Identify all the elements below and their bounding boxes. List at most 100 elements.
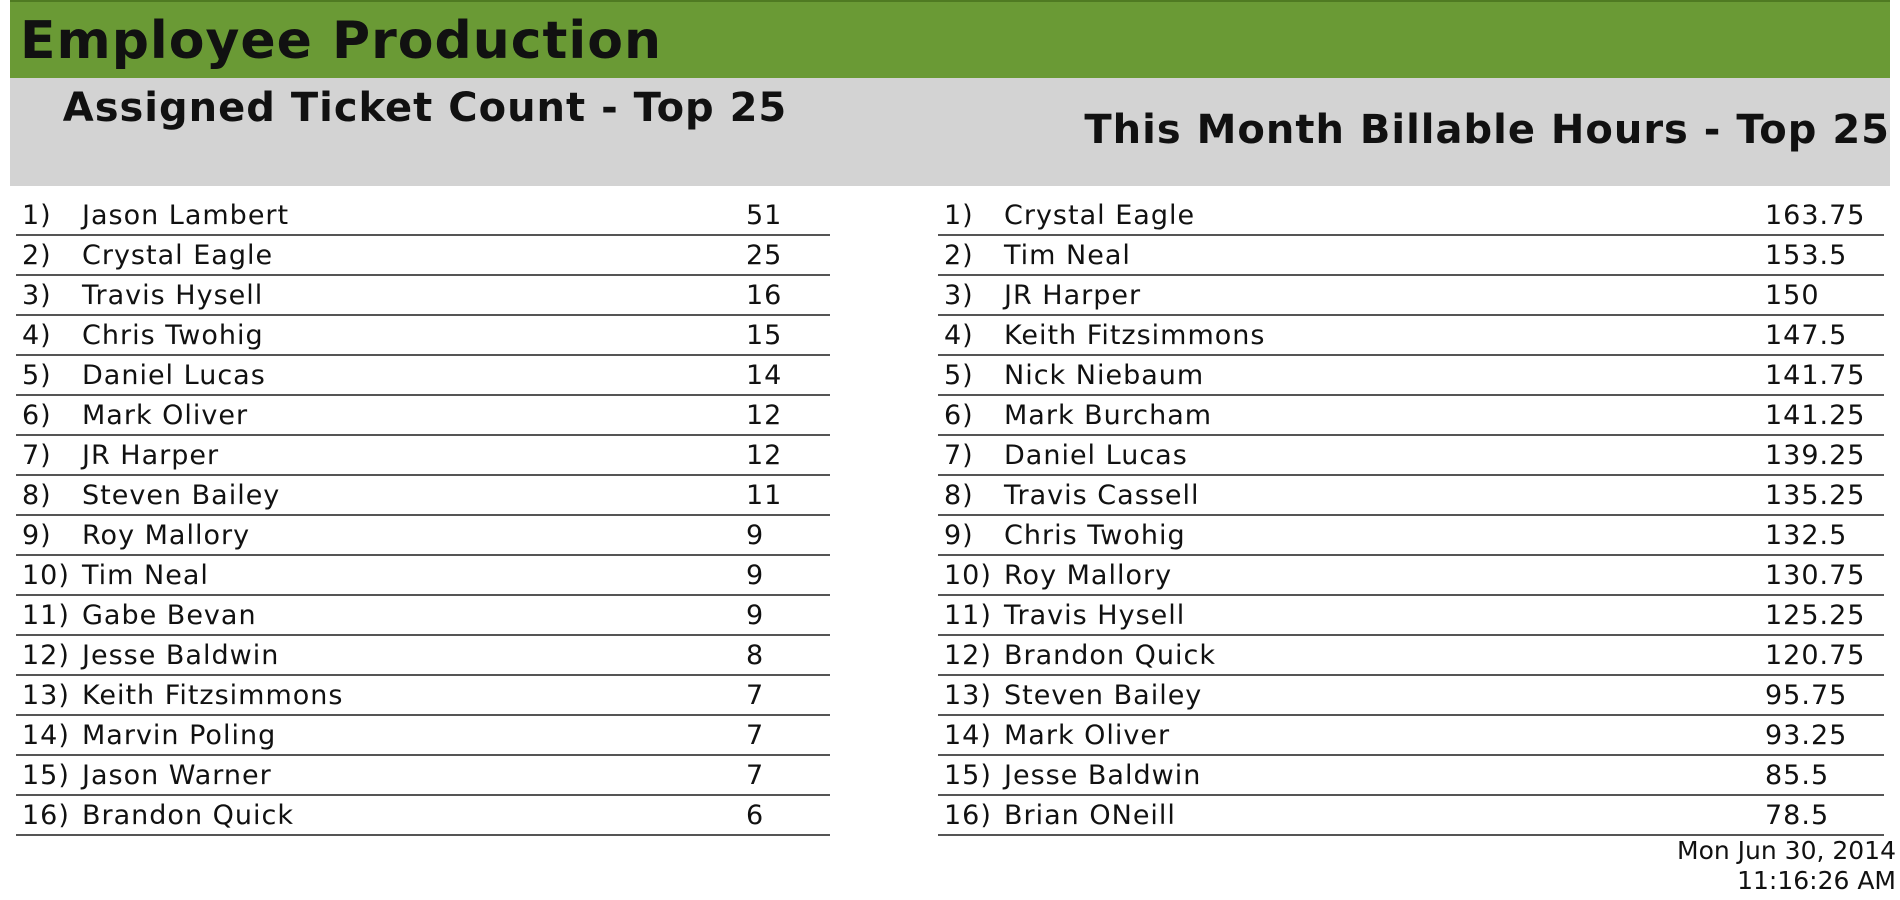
row-value: 9: [746, 600, 765, 631]
row-value: 150: [1765, 280, 1820, 311]
rank-label: 12): [944, 640, 992, 671]
ticket-count-row: 9) Roy Mallory 9: [16, 516, 830, 556]
billable-hours-row: 10) Roy Mallory 130.75: [938, 556, 1884, 596]
employee-name: Travis Hysell: [82, 280, 264, 311]
rank-label: 11): [944, 600, 992, 631]
rank-label: 1): [22, 200, 52, 231]
employee-name: Crystal Eagle: [1004, 200, 1196, 231]
page-title: Employee Production: [20, 11, 662, 71]
rank-label: 15): [22, 760, 70, 791]
row-value: 11: [746, 480, 783, 511]
employee-name: Keith Fitzsimmons: [82, 680, 344, 711]
ticket-count-row: 2) Crystal Eagle 25: [16, 236, 830, 276]
row-value: 85.5: [1765, 760, 1830, 791]
billable-hours-row: 11) Travis Hysell 125.25: [938, 596, 1884, 636]
employee-name: Jason Lambert: [82, 200, 290, 231]
ticket-count-row: 3) Travis Hysell 16: [16, 276, 830, 316]
employee-name: JR Harper: [1004, 280, 1142, 311]
row-value: 135.25: [1765, 480, 1866, 511]
employee-name: JR Harper: [82, 440, 220, 471]
rank-label: 5): [944, 360, 974, 391]
billable-hours-row: 15) Jesse Baldwin 85.5: [938, 756, 1884, 796]
employee-name: Jesse Baldwin: [1004, 760, 1202, 791]
row-value: 9: [746, 560, 765, 591]
row-value: 6: [746, 800, 765, 831]
employee-name: Tim Neal: [1004, 240, 1131, 271]
rank-label: 6): [22, 400, 52, 431]
header-band: Assigned Ticket Count - Top 25 This Mont…: [10, 78, 1890, 186]
row-value: 130.75: [1765, 560, 1866, 591]
employee-name: Daniel Lucas: [82, 360, 266, 391]
billable-hours-row: 3) JR Harper 150: [938, 276, 1884, 316]
employee-name: Jason Warner: [82, 760, 272, 791]
ticket-count-row: 12) Jesse Baldwin 8: [16, 636, 830, 676]
employee-name: Steven Bailey: [82, 480, 281, 511]
ticket-count-table: 1) Jason Lambert 51 2) Crystal Eagle 25 3) Trav…: [16, 196, 830, 836]
timestamp: Mon Jun 30, 2014 11:16:26 AM: [1677, 836, 1896, 896]
row-value: 7: [746, 760, 765, 791]
row-value: 15: [746, 320, 783, 351]
rank-label: 15): [944, 760, 992, 791]
rank-label: 14): [22, 720, 70, 751]
employee-name: Marvin Poling: [82, 720, 277, 751]
billable-hours-table: 1) Crystal Eagle 163.75 2) Tim Neal 153.5 3) JR…: [938, 196, 1884, 836]
employee-name: Brandon Quick: [82, 800, 294, 831]
ticket-count-row: 6) Mark Oliver 12: [16, 396, 830, 436]
row-value: 16: [746, 280, 783, 311]
rank-label: 1): [944, 200, 974, 231]
ticket-count-row: 7) JR Harper 12: [16, 436, 830, 476]
rank-label: 8): [22, 480, 52, 511]
rank-label: 7): [22, 440, 52, 471]
ticket-count-row: 11) Gabe Bevan 9: [16, 596, 830, 636]
timestamp-date: Mon Jun 30, 2014: [1677, 836, 1896, 865]
rank-label: 3): [944, 280, 974, 311]
row-value: 141.75: [1765, 360, 1866, 391]
billable-hours-row: 13) Steven Bailey 95.75: [938, 676, 1884, 716]
billable-hours-row: 16) Brian ONeill 78.5: [938, 796, 1884, 836]
rank-label: 12): [22, 640, 70, 671]
row-value: 95.75: [1765, 680, 1848, 711]
rank-label: 11): [22, 600, 70, 631]
rank-label: 16): [22, 800, 70, 831]
rank-label: 13): [22, 680, 70, 711]
row-value: 132.5: [1765, 520, 1848, 551]
ticket-count-row: 14) Marvin Poling 7: [16, 716, 830, 756]
row-value: 125.25: [1765, 600, 1866, 631]
row-value: 78.5: [1765, 800, 1830, 831]
rank-label: 10): [944, 560, 992, 591]
row-value: 93.25: [1765, 720, 1848, 751]
row-value: 12: [746, 440, 783, 471]
billable-hours-row: 4) Keith Fitzsimmons 147.5: [938, 316, 1884, 356]
employee-name: Nick Niebaum: [1004, 360, 1205, 391]
rank-label: 9): [944, 520, 974, 551]
employee-name: Brandon Quick: [1004, 640, 1216, 671]
ticket-count-row: 4) Chris Twohig 15: [16, 316, 830, 356]
row-value: 120.75: [1765, 640, 1866, 671]
rank-label: 3): [22, 280, 52, 311]
rank-label: 10): [22, 560, 70, 591]
rank-label: 4): [22, 320, 52, 351]
billable-hours-row: 7) Daniel Lucas 139.25: [938, 436, 1884, 476]
employee-name: Steven Bailey: [1004, 680, 1203, 711]
employee-name: Tim Neal: [82, 560, 209, 591]
rank-label: 9): [22, 520, 52, 551]
row-value: 8: [746, 640, 765, 671]
rank-label: 16): [944, 800, 992, 831]
billable-hours-row: 14) Mark Oliver 93.25: [938, 716, 1884, 756]
title-bar: Employee Production: [10, 0, 1890, 78]
employee-name: Travis Hysell: [1004, 600, 1186, 631]
employee-name: Mark Oliver: [82, 400, 249, 431]
employee-name: Mark Burcham: [1004, 400, 1213, 431]
ticket-count-row: 16) Brandon Quick 6: [16, 796, 830, 836]
rank-label: 2): [944, 240, 974, 271]
billable-hours-row: 2) Tim Neal 153.5: [938, 236, 1884, 276]
billable-hours-row: 9) Chris Twohig 132.5: [938, 516, 1884, 556]
employee-name: Chris Twohig: [1004, 520, 1186, 551]
row-value: 12: [746, 400, 783, 431]
ticket-count-header: Assigned Ticket Count - Top 25: [62, 85, 788, 131]
row-value: 141.25: [1765, 400, 1866, 431]
ticket-count-row: 13) Keith Fitzsimmons 7: [16, 676, 830, 716]
employee-name: Chris Twohig: [82, 320, 264, 351]
billable-hours-row: 12) Brandon Quick 120.75: [938, 636, 1884, 676]
employee-name: Daniel Lucas: [1004, 440, 1188, 471]
